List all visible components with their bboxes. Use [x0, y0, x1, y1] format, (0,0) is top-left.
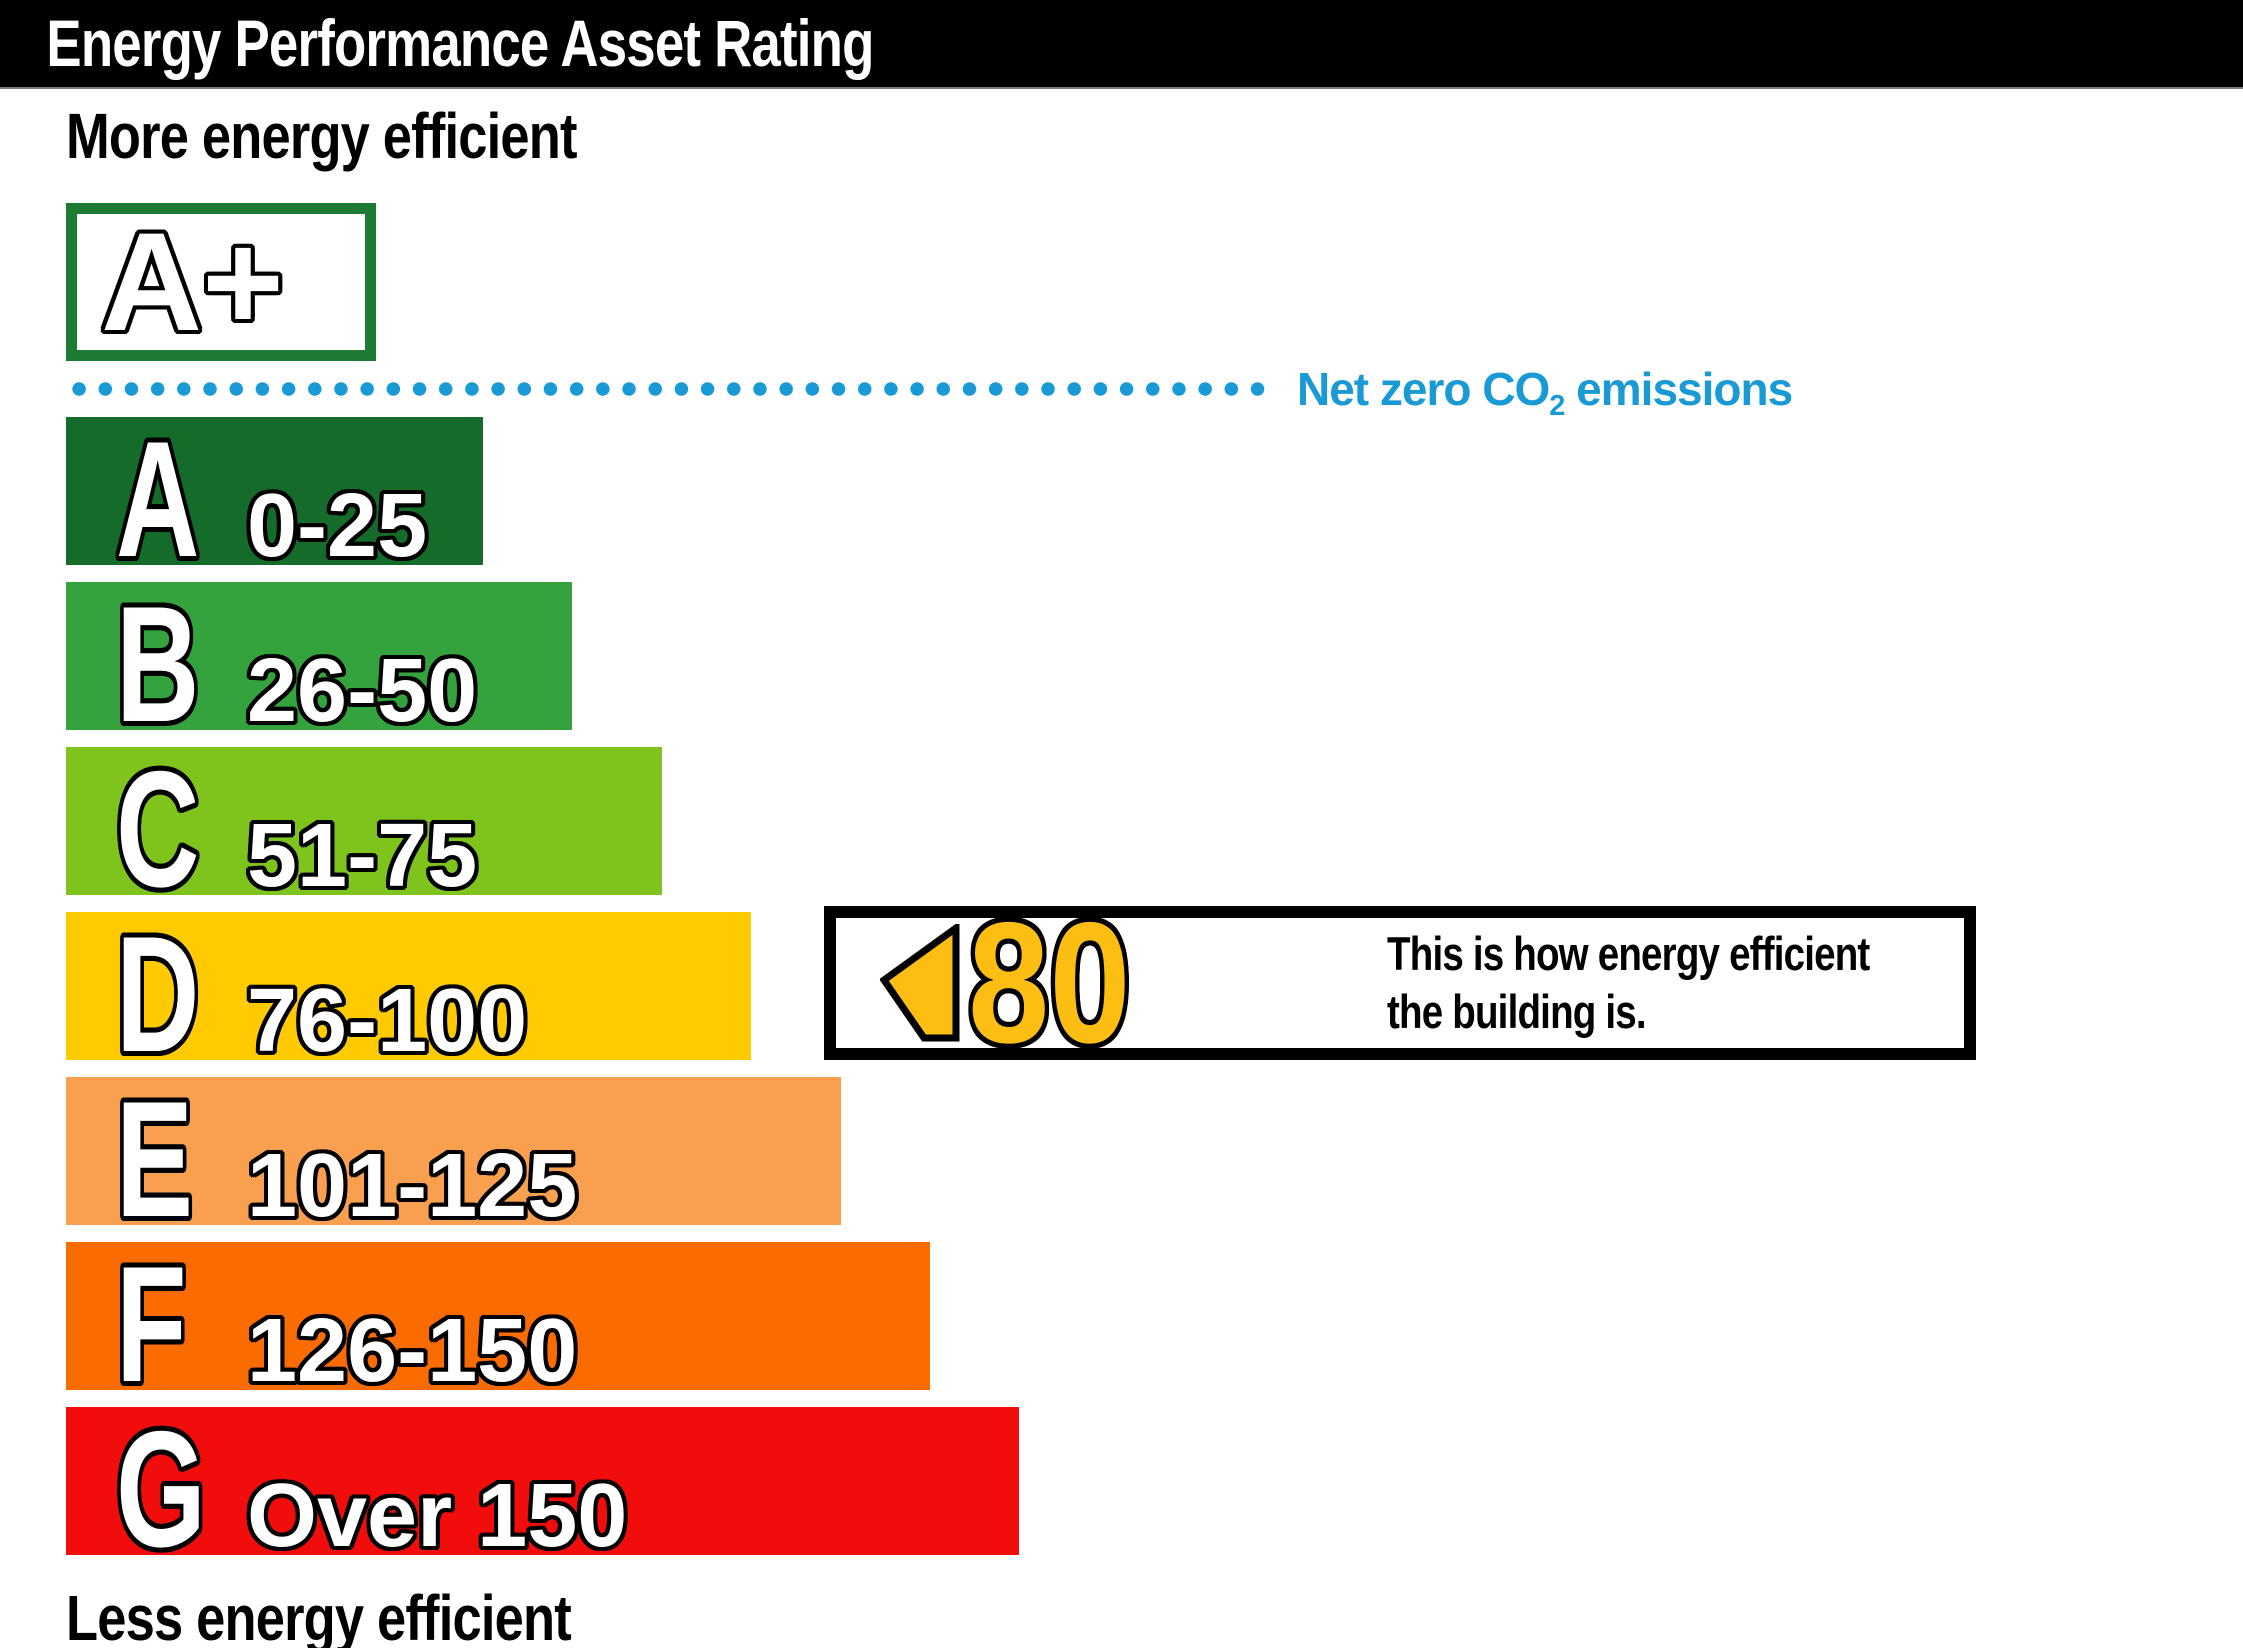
band-range-f: 126-150	[247, 1301, 578, 1401]
band-row-e: E 101-125	[66, 1077, 841, 1242]
net-zero-row: Net zero CO2 emissions	[66, 363, 1793, 421]
band-row-g: G Over 150	[66, 1407, 1019, 1572]
more-efficient-label: More energy efficient	[66, 100, 577, 172]
band-range-g: Over 150	[247, 1466, 628, 1566]
band-row-a: A 0-25	[66, 417, 483, 582]
band-range-b: 26-50	[247, 641, 478, 741]
rating-description: This is how energy efficient the buildin…	[1387, 925, 1975, 1041]
band-letter-f: F	[116, 1232, 187, 1416]
net-zero-label-prefix: Net zero CO	[1297, 363, 1550, 415]
rating-arrow-icon	[880, 924, 960, 1042]
a-plus-box: A+	[66, 203, 376, 361]
band-row-f: F 126-150	[66, 1242, 930, 1407]
band-range-e: 101-125	[247, 1136, 578, 1236]
band-range-c: 51-75	[247, 806, 478, 906]
band-letter-c: C	[116, 737, 200, 921]
rating-indicator-box: 80 This is how energy efficient the buil…	[824, 897, 1976, 1069]
band-letter-g: G	[116, 1397, 206, 1581]
page-title: Energy Performance Asset Rating	[46, 6, 874, 80]
less-efficient-label: Less energy efficient	[66, 1582, 572, 1648]
band-row-d: D 76-100	[66, 912, 751, 1077]
rating-scale: A 0-25 B 26-50 C 51-75 D 76-100 E 101-12…	[66, 417, 1019, 1572]
band-letter-e: E	[116, 1067, 194, 1251]
net-zero-label: Net zero CO2 emissions	[1297, 363, 1793, 421]
band-range-d: 76-100	[247, 971, 528, 1071]
band-letter-b: B	[116, 572, 200, 756]
rating-description-line1: This is how energy efficient	[1387, 927, 1870, 980]
net-zero-label-suffix: emissions	[1564, 363, 1793, 415]
band-letter-a: A	[116, 407, 200, 591]
band-row-c: C 51-75	[66, 747, 662, 912]
band-letter-d: D	[116, 902, 200, 1086]
header-bar: Energy Performance Asset Rating	[0, 0, 2243, 89]
net-zero-dotted-line	[66, 382, 1271, 396]
net-zero-label-subscript: 2	[1549, 390, 1565, 422]
rating-description-line2: the building is.	[1387, 985, 1647, 1038]
a-plus-label: A+	[101, 203, 284, 360]
band-row-b: B 26-50	[66, 582, 572, 747]
band-range-a: 0-25	[247, 476, 428, 576]
rating-value: 80	[968, 887, 1131, 1079]
